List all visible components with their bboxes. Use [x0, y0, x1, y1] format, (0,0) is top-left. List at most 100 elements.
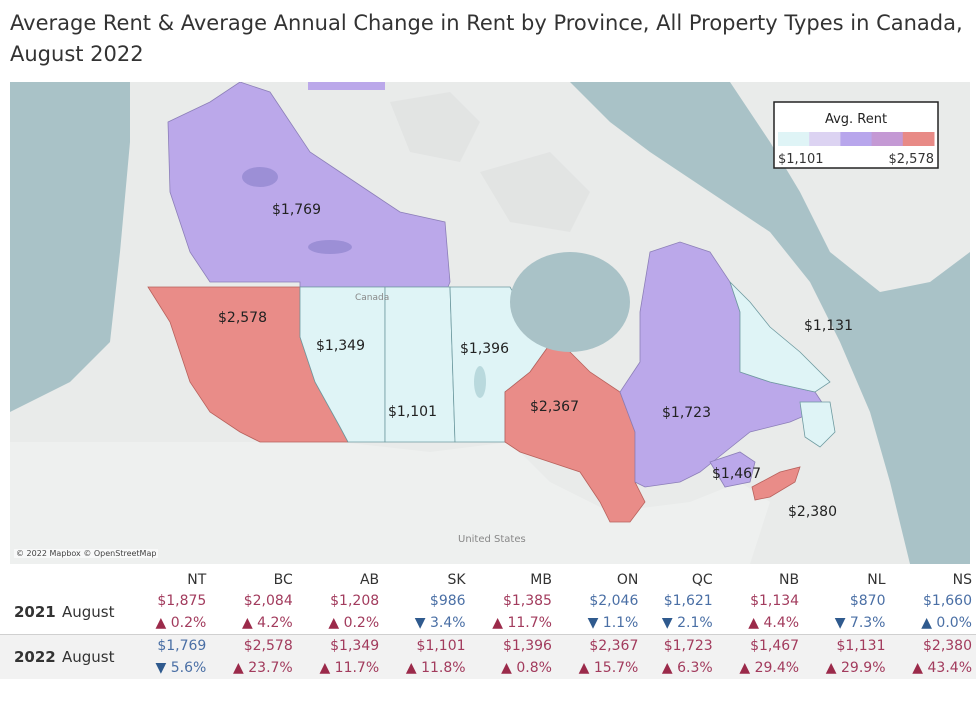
rent-cell: $1,769 [136, 634, 211, 657]
triangle-up-icon: ▲ [501, 660, 517, 676]
rent-cell: $1,134 [716, 590, 804, 612]
change-cell: ▲ 0.0% [889, 612, 976, 635]
column-header: BC [273, 572, 293, 588]
region-NT[interactable] [167, 82, 451, 288]
column-header: NB [779, 572, 800, 588]
change-cell: ▼ 7.3% [803, 612, 890, 635]
column-header: NT [187, 572, 207, 588]
region-NB[interactable] [709, 451, 756, 488]
triangle-down-icon: ▼ [834, 615, 850, 631]
legend-min-label: $1,101 [778, 152, 824, 167]
rent-label-MB: $1,396 [460, 341, 509, 357]
legend-swatch [809, 132, 841, 146]
rent-cell: $870 [803, 590, 890, 612]
change-value: 15.7% [593, 660, 639, 676]
legend-swatch [871, 132, 904, 146]
change-cell: ▲ 29.4% [716, 657, 804, 679]
legend: Avg. Rent $1,101 $2,578 [773, 101, 939, 169]
rent-cell: $1,208 [296, 590, 384, 612]
place-label-united-states: United States [458, 534, 526, 545]
column-header: NS [952, 572, 972, 588]
region-NL[interactable] [729, 281, 836, 448]
change-value: 4.4% [763, 615, 800, 631]
change-value: 11.7% [507, 615, 552, 631]
triangle-up-icon: ▲ [233, 660, 249, 676]
map-credit[interactable]: © 2022 Mapbox © OpenStreetMap [14, 549, 159, 558]
change-value: 7.3% [849, 615, 886, 631]
table-row-change: ▲ 0.2% ▲ 4.2% ▲ 0.2% ▼ 3.4% ▲ 11.7% ▼ 1.1% ▼ 2… [0, 612, 976, 635]
legend-swatch [840, 132, 873, 146]
rent-cell: $986 [383, 590, 470, 612]
rent-cell: $1,349 [296, 634, 384, 657]
triangle-up-icon: ▲ [319, 660, 335, 676]
rent-cell: $1,875 [136, 590, 211, 612]
triangle-up-icon: ▲ [825, 660, 842, 676]
triangle-up-icon: ▲ [492, 615, 508, 631]
rent-cell: $1,621 [642, 590, 717, 612]
legend-swatch [778, 132, 810, 146]
legend-max-label: $2,578 [889, 152, 935, 167]
chart-title: Average Rent & Average Annual Change in … [10, 11, 963, 66]
province-map[interactable]: Canada United States $1,769 $2,578 $1,34… [10, 82, 970, 564]
table-row: 2022 August $1,769 $2,578 $1,349 $1,101 $1,396… [0, 634, 976, 679]
table-header-row: NT BC AB SK MB ON QC NB NL NS [0, 566, 976, 590]
change-value: 29.4% [754, 660, 800, 676]
triangle-up-icon: ▲ [405, 660, 422, 676]
place-label-canada: Canada [355, 293, 389, 303]
rent-label-NL: $1,131 [804, 318, 853, 334]
column-header: MB [530, 572, 552, 588]
arctic-island-2 [390, 92, 480, 162]
change-cell: ▼ 2.1% [642, 612, 717, 635]
row-year: 2021 [0, 590, 62, 635]
column-header: SK [447, 572, 466, 588]
change-value: 4.2% [257, 615, 293, 631]
change-cell: ▲ 11.7% [296, 657, 384, 679]
rent-cell: $1,723 [642, 634, 717, 657]
rent-cell: $2,380 [889, 634, 976, 657]
row-month: August [62, 590, 136, 635]
rent-table: NT BC AB SK MB ON QC NB NL NS 2021 August $1,875 $2,… [0, 566, 976, 679]
rent-cell: $1,660 [889, 590, 976, 612]
header-blank [0, 566, 62, 590]
column-header: NL [867, 572, 886, 588]
change-value: 6.3% [677, 660, 713, 676]
triangle-up-icon: ▲ [748, 615, 764, 631]
change-value: 0.2% [343, 615, 380, 631]
change-value: 2.1% [677, 615, 713, 631]
rent-label-BC: $2,578 [218, 310, 267, 326]
rent-cell: $2,578 [210, 634, 297, 657]
change-value: 43.4% [927, 660, 972, 676]
change-cell: ▲ 4.4% [716, 612, 804, 635]
change-value: 11.8% [421, 660, 466, 676]
change-value: 29.9% [841, 660, 886, 676]
triangle-down-icon: ▼ [587, 615, 603, 631]
triangle-up-icon: ▲ [739, 660, 755, 676]
change-value: 5.6% [170, 660, 207, 676]
rent-cell: $1,385 [469, 590, 556, 612]
triangle-up-icon: ▲ [661, 660, 678, 676]
triangle-up-icon: ▲ [155, 615, 171, 631]
change-cell: ▲ 6.3% [642, 657, 717, 679]
rent-label-ON: $2,367 [530, 399, 579, 415]
change-cell: ▲ 11.8% [383, 657, 470, 679]
triangle-down-icon: ▼ [155, 660, 171, 676]
column-header: ON [616, 572, 639, 588]
rent-table-grid: NT BC AB SK MB ON QC NB NL NS 2021 August $1,875 $2,… [0, 566, 976, 679]
rent-cell: $2,046 [555, 590, 643, 612]
table-row: 2021 August $1,875 $2,084 $1,208 $986 $1,385 $2… [0, 590, 976, 635]
rent-cell: $1,467 [716, 634, 804, 657]
header-blank-2 [62, 566, 136, 590]
change-cell: ▲ 0.8% [469, 657, 556, 679]
legend-color-ramp [778, 132, 935, 146]
change-cell: ▼ 1.1% [555, 612, 643, 635]
region-NS[interactable] [751, 466, 801, 501]
triangle-down-icon: ▼ [661, 615, 678, 631]
triangle-down-icon: ▼ [414, 615, 430, 631]
change-value: 11.7% [334, 660, 380, 676]
change-cell: ▲ 0.2% [136, 612, 211, 635]
change-value: 3.4% [429, 615, 466, 631]
change-cell: ▲ 15.7% [555, 657, 643, 679]
arctic-island [308, 82, 385, 90]
great-bear-lake [242, 167, 278, 187]
change-cell: ▲ 23.7% [210, 657, 297, 679]
